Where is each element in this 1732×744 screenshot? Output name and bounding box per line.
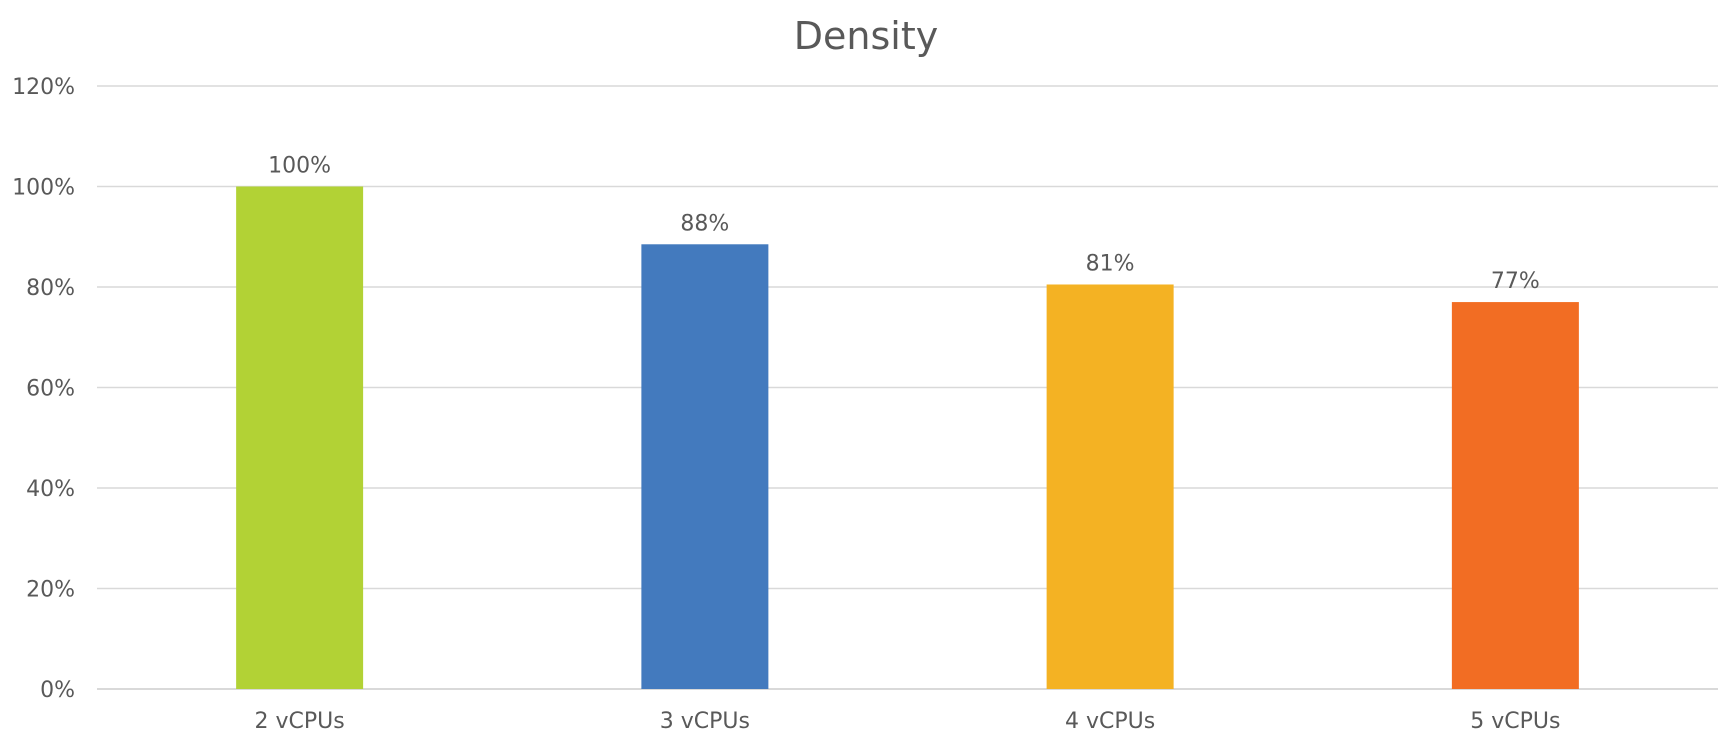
y-tick-label: 100% (12, 176, 75, 201)
x-tick-label: 3 vCPUs (660, 709, 750, 734)
y-tick-label: 80% (26, 276, 75, 301)
y-axis-tick-labels: 0% 20% 40% 60% 80% 100% 120% (12, 75, 75, 703)
y-tick-label: 60% (26, 377, 75, 402)
data-labels: 100% 88% 81% 77% (268, 154, 1540, 295)
y-tick-label: 20% (26, 578, 75, 603)
data-label: 81% (1086, 251, 1135, 276)
bar-3-vcpus (641, 244, 769, 689)
bar-5-vcpus (1451, 302, 1579, 689)
data-label: 88% (680, 211, 729, 236)
x-axis-tick-labels: 2 vCPUs 3 vCPUs 4 vCPUs 5 vCPUs (255, 709, 1561, 734)
x-tick-label: 4 vCPUs (1065, 709, 1155, 734)
y-tick-label: 0% (40, 678, 75, 703)
x-tick-label: 5 vCPUs (1470, 709, 1560, 734)
x-tick-label: 2 vCPUs (255, 709, 345, 734)
y-tick-label: 120% (12, 75, 75, 100)
bar-2-vcpus (236, 186, 364, 689)
bar-4-vcpus (1046, 284, 1174, 689)
bars (236, 186, 1579, 689)
y-tick-label: 40% (26, 477, 75, 502)
data-label: 77% (1491, 269, 1540, 294)
chart-title: Density (794, 14, 938, 58)
gridlines (97, 85, 1718, 690)
data-label: 100% (268, 154, 331, 179)
